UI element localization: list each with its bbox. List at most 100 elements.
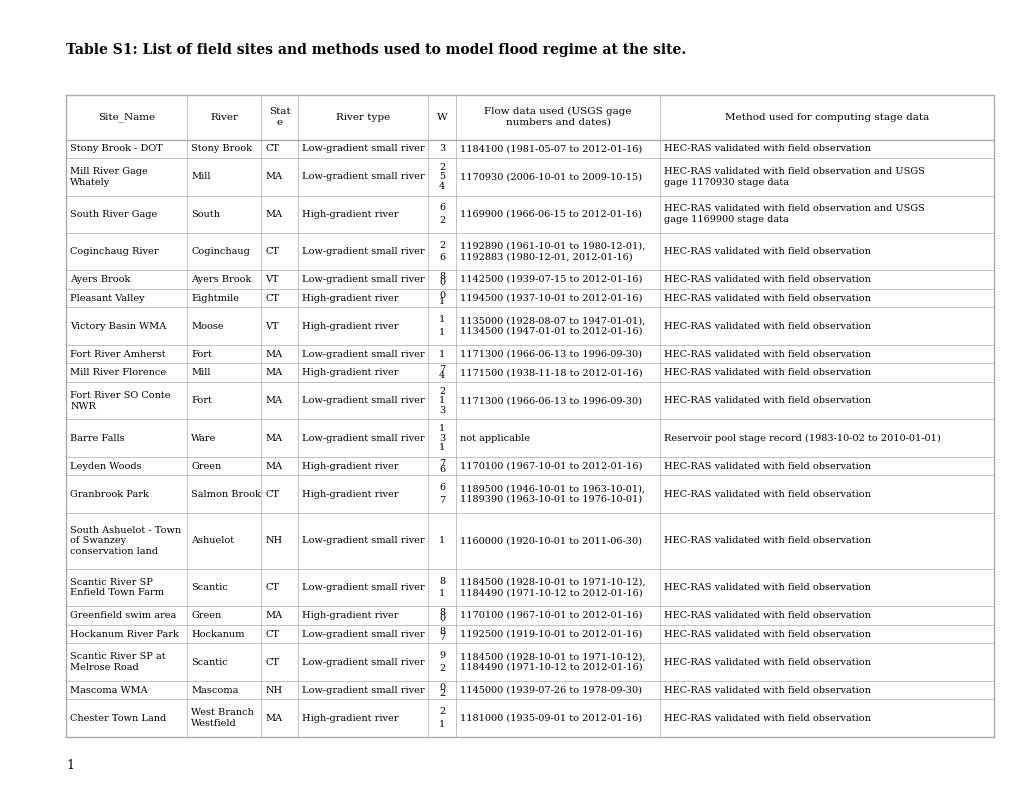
Text: Fort River SO Conte
NWR: Fort River SO Conte NWR bbox=[70, 391, 171, 411]
Text: 2: 2 bbox=[438, 387, 445, 396]
Text: VT: VT bbox=[265, 322, 278, 331]
Text: High-gradient river: High-gradient river bbox=[302, 489, 398, 499]
Text: Method used for computing stage data: Method used for computing stage data bbox=[725, 113, 928, 121]
Text: MA: MA bbox=[265, 173, 282, 181]
Text: Barre Falls: Barre Falls bbox=[70, 433, 125, 443]
Text: South: South bbox=[191, 210, 220, 219]
Text: River: River bbox=[210, 113, 237, 121]
Text: Victory Basin WMA: Victory Basin WMA bbox=[70, 322, 166, 331]
Text: 6: 6 bbox=[439, 203, 445, 213]
Text: 1181000 (1935-09-01 to 2012-01-16): 1181000 (1935-09-01 to 2012-01-16) bbox=[460, 714, 642, 723]
Text: Moose: Moose bbox=[191, 322, 223, 331]
Text: HEC-RAS validated with field observation: HEC-RAS validated with field observation bbox=[663, 396, 870, 405]
Text: Low-gradient small river: Low-gradient small river bbox=[302, 537, 425, 545]
Text: HEC-RAS validated with field observation: HEC-RAS validated with field observation bbox=[663, 275, 870, 284]
Text: 1171500 (1938-11-18 to 2012-01-16): 1171500 (1938-11-18 to 2012-01-16) bbox=[460, 368, 642, 377]
Text: 5: 5 bbox=[439, 173, 445, 181]
Text: HEC-RAS validated with field observation: HEC-RAS validated with field observation bbox=[663, 462, 870, 470]
Text: Granbrook Park: Granbrook Park bbox=[70, 489, 149, 499]
Text: 0: 0 bbox=[439, 614, 445, 623]
Text: 1192500 (1919-10-01 to 2012-01-16): 1192500 (1919-10-01 to 2012-01-16) bbox=[460, 630, 642, 638]
Text: Low-gradient small river: Low-gradient small river bbox=[302, 275, 425, 284]
Text: not applicable: not applicable bbox=[460, 433, 530, 443]
Text: HEC-RAS validated with field observation: HEC-RAS validated with field observation bbox=[663, 144, 870, 154]
Text: MA: MA bbox=[265, 611, 282, 620]
Text: High-gradient river: High-gradient river bbox=[302, 294, 398, 303]
Text: HEC-RAS validated with field observation and USGS
gage 1169900 stage data: HEC-RAS validated with field observation… bbox=[663, 204, 924, 224]
Text: 7: 7 bbox=[438, 365, 445, 374]
Text: Mill: Mill bbox=[191, 173, 210, 181]
Text: HEC-RAS validated with field observation and USGS
gage 1170930 stage data: HEC-RAS validated with field observation… bbox=[663, 167, 924, 187]
Text: Site_Name: Site_Name bbox=[98, 112, 155, 122]
Text: 1: 1 bbox=[438, 589, 445, 598]
Text: 3: 3 bbox=[438, 406, 445, 414]
Text: Low-gradient small river: Low-gradient small river bbox=[302, 144, 425, 154]
Text: 1: 1 bbox=[438, 350, 445, 359]
Text: MA: MA bbox=[265, 210, 282, 219]
Text: Stony Brook: Stony Brook bbox=[191, 144, 252, 154]
Text: 2: 2 bbox=[438, 163, 445, 172]
Text: Scantic River SP at
Melrose Road: Scantic River SP at Melrose Road bbox=[70, 652, 166, 672]
Text: 1192890 (1961-10-01 to 1980-12-01),
1192883 (1980-12-01, 2012-01-16): 1192890 (1961-10-01 to 1980-12-01), 1192… bbox=[460, 242, 645, 261]
Text: Pleasant Valley: Pleasant Valley bbox=[70, 294, 145, 303]
Text: CT: CT bbox=[265, 489, 279, 499]
Text: Low-gradient small river: Low-gradient small river bbox=[302, 433, 425, 443]
Text: HEC-RAS validated with field observation: HEC-RAS validated with field observation bbox=[663, 658, 870, 667]
Text: HEC-RAS validated with field observation: HEC-RAS validated with field observation bbox=[663, 322, 870, 331]
Text: HEC-RAS validated with field observation: HEC-RAS validated with field observation bbox=[663, 368, 870, 377]
Text: Low-gradient small river: Low-gradient small river bbox=[302, 396, 425, 405]
Text: 1142500 (1939-07-15 to 2012-01-16): 1142500 (1939-07-15 to 2012-01-16) bbox=[460, 275, 642, 284]
Text: High-gradient river: High-gradient river bbox=[302, 714, 398, 723]
Text: 1: 1 bbox=[438, 297, 445, 306]
Text: Low-gradient small river: Low-gradient small river bbox=[302, 583, 425, 592]
Text: 1171300 (1966-06-13 to 1996-09-30): 1171300 (1966-06-13 to 1996-09-30) bbox=[460, 350, 642, 359]
Text: MA: MA bbox=[265, 462, 282, 470]
Text: West Branch
Westfield: West Branch Westfield bbox=[191, 708, 254, 728]
Text: Ayers Brook: Ayers Brook bbox=[191, 275, 251, 284]
Text: Stat
e: Stat e bbox=[269, 107, 290, 127]
Text: Low-gradient small river: Low-gradient small river bbox=[302, 247, 425, 256]
Text: 8: 8 bbox=[439, 577, 445, 585]
Text: Low-gradient small river: Low-gradient small river bbox=[302, 630, 425, 638]
Text: 6: 6 bbox=[439, 483, 445, 492]
Text: 1: 1 bbox=[438, 396, 445, 405]
Text: Hockanum: Hockanum bbox=[191, 630, 245, 638]
Text: 1170930 (2006-10-01 to 2009-10-15): 1170930 (2006-10-01 to 2009-10-15) bbox=[460, 173, 642, 181]
Text: Low-gradient small river: Low-gradient small river bbox=[302, 173, 425, 181]
Text: High-gradient river: High-gradient river bbox=[302, 462, 398, 470]
Text: HEC-RAS validated with field observation: HEC-RAS validated with field observation bbox=[663, 611, 870, 620]
Text: 1: 1 bbox=[438, 537, 445, 545]
Text: CT: CT bbox=[265, 294, 279, 303]
Text: Eightmile: Eightmile bbox=[191, 294, 238, 303]
Text: River type: River type bbox=[336, 113, 390, 121]
Text: Chester Town Land: Chester Town Land bbox=[70, 714, 166, 723]
Text: High-gradient river: High-gradient river bbox=[302, 322, 398, 331]
Text: 9: 9 bbox=[439, 652, 445, 660]
Text: South Ashuelot - Town
of Swanzey
conservation land: South Ashuelot - Town of Swanzey conserv… bbox=[70, 526, 181, 556]
Text: VT: VT bbox=[265, 275, 278, 284]
Text: CT: CT bbox=[265, 583, 279, 592]
Text: CT: CT bbox=[265, 144, 279, 154]
Text: HEC-RAS validated with field observation: HEC-RAS validated with field observation bbox=[663, 630, 870, 638]
Text: 1: 1 bbox=[438, 315, 445, 325]
Text: Reservoir pool stage record (1983-10-02 to 2010-01-01): Reservoir pool stage record (1983-10-02 … bbox=[663, 433, 941, 443]
Text: Fort: Fort bbox=[191, 350, 212, 359]
Text: 6: 6 bbox=[439, 253, 445, 262]
Text: Low-gradient small river: Low-gradient small river bbox=[302, 658, 425, 667]
Text: HEC-RAS validated with field observation: HEC-RAS validated with field observation bbox=[663, 350, 870, 359]
Text: MA: MA bbox=[265, 396, 282, 405]
Text: Coginchaug: Coginchaug bbox=[191, 247, 250, 256]
Text: South River Gage: South River Gage bbox=[70, 210, 158, 219]
Text: W: W bbox=[436, 113, 447, 121]
Text: High-gradient river: High-gradient river bbox=[302, 210, 398, 219]
Text: Hockanum River Park: Hockanum River Park bbox=[70, 630, 179, 638]
Text: CT: CT bbox=[265, 247, 279, 256]
Text: High-gradient river: High-gradient river bbox=[302, 611, 398, 620]
Text: 1: 1 bbox=[438, 719, 445, 729]
Text: Ayers Brook: Ayers Brook bbox=[70, 275, 130, 284]
Text: 7: 7 bbox=[438, 496, 445, 505]
Text: Ashuelot: Ashuelot bbox=[191, 537, 234, 545]
Text: 1194500 (1937-10-01 to 2012-01-16): 1194500 (1937-10-01 to 2012-01-16) bbox=[460, 294, 642, 303]
Text: Leyden Woods: Leyden Woods bbox=[70, 462, 142, 470]
Text: 8: 8 bbox=[439, 272, 445, 281]
